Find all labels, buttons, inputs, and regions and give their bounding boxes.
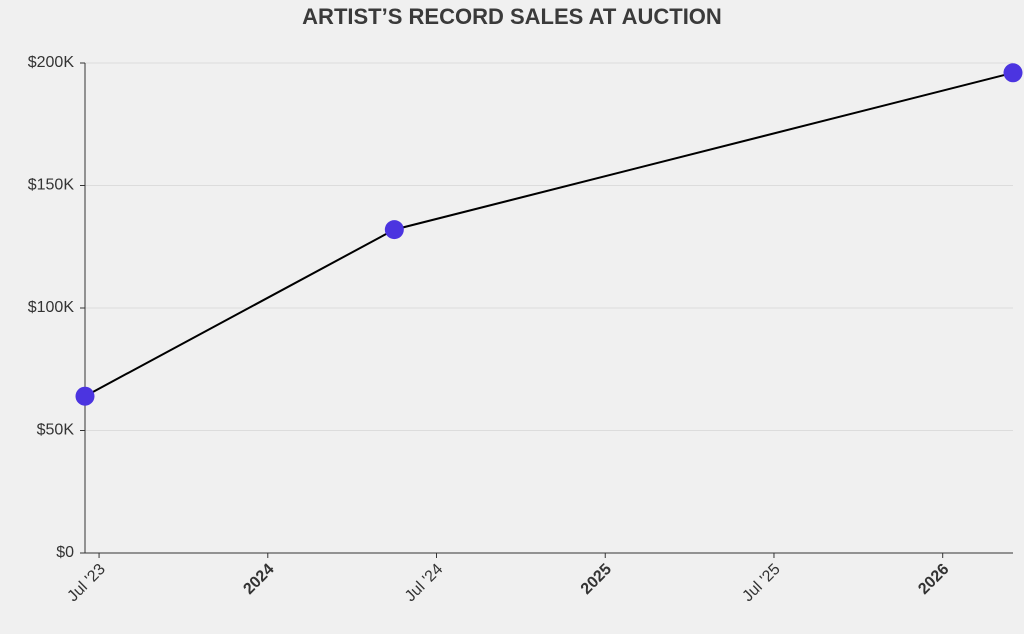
- x-tick-label: Jul '23: [65, 561, 109, 605]
- x-tick-label: Jul '24: [402, 561, 446, 605]
- point: [384, 220, 404, 240]
- y-tick-label: $200K: [28, 54, 75, 71]
- y-tick-label: $100K: [28, 299, 75, 316]
- y-tick-label: $0: [56, 544, 74, 561]
- point: [75, 386, 95, 406]
- line: [84, 71, 1014, 398]
- x-tick-label: Jul '25: [739, 561, 783, 605]
- x-tick-label: 2025: [578, 561, 615, 598]
- y-tick-label: $150K: [28, 177, 75, 194]
- x-tick-label: 2026: [915, 561, 952, 598]
- chart-title: ARTIST’S RECORD SALES AT AUCTION: [302, 4, 722, 29]
- y-tick-label: $50K: [37, 422, 75, 439]
- x-tick-label: 2024: [240, 561, 277, 598]
- point: [1003, 63, 1023, 83]
